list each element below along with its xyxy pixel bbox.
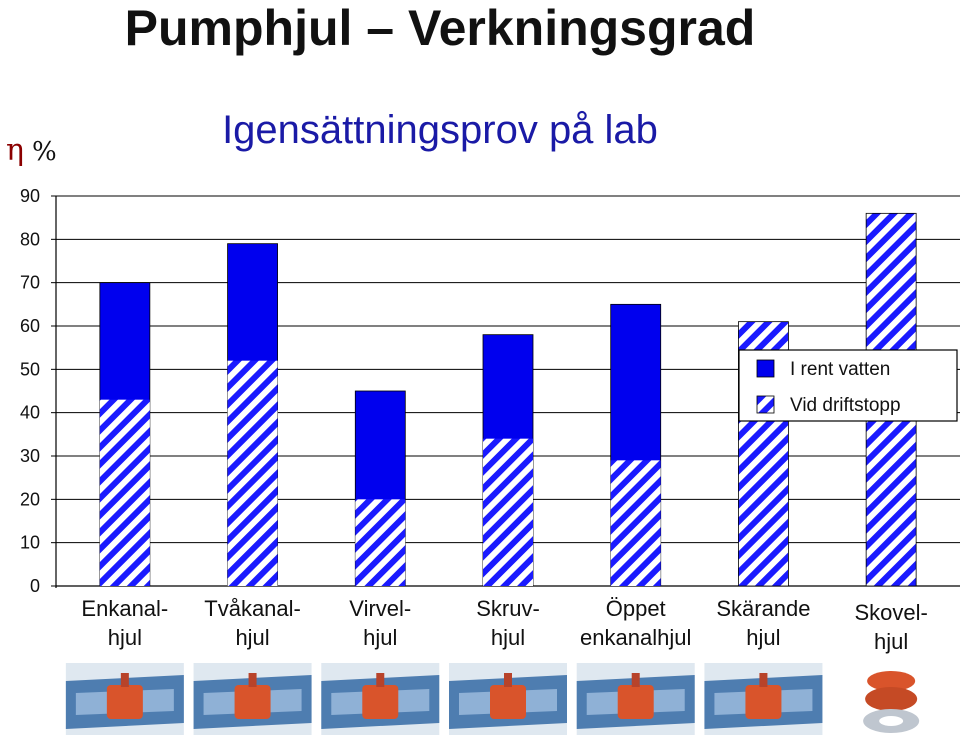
- category-label-3-line-1: hjul: [491, 625, 525, 650]
- oppet-enkanalhjul-impeller-icon-rotor: [617, 685, 654, 719]
- enkanalhjul-impeller-icon-shaft: [120, 673, 129, 687]
- virvelhjul-impeller-icon: [321, 663, 440, 735]
- skovelhjul-impeller-icon-top-disc: [867, 671, 916, 691]
- category-labels: Enkanal-hjul Tvåkanal-hjul Virvel-hjul Skru…: [81, 596, 927, 654]
- legend-box: [738, 349, 958, 422]
- bar-vid-driftstopp-0: [99, 399, 150, 586]
- skarande-hjul-impeller-icon-shaft: [759, 673, 768, 687]
- skovelhjul-impeller-icon-mid-disc: [865, 687, 918, 711]
- y-tick-label-30: 30: [20, 446, 40, 466]
- virvelhjul-impeller-icon-shaft: [376, 673, 385, 687]
- category-label-0-line-0: Enkanal-: [81, 596, 168, 621]
- page-title: Pumphjul – Verkningsgrad: [125, 0, 756, 56]
- enkanalhjul-impeller-icon: [65, 663, 184, 735]
- category-label-3-line-0: Skruv-: [476, 596, 540, 621]
- skarande-hjul-impeller-icon-rotor: [745, 685, 782, 719]
- oppet-enkanalhjul-impeller-icon-shaft: [631, 673, 640, 687]
- tvakanalhjul-impeller-icon: [193, 663, 312, 735]
- bar-vid-driftstopp-3: [483, 438, 533, 586]
- legend-label-rent-vatten: I rent vatten: [790, 359, 890, 380]
- y-tick-label-20: 20: [20, 489, 40, 509]
- category-label-0-line-1: hjul: [108, 625, 142, 650]
- category-label-6-line-1: hjul: [874, 629, 908, 654]
- y-tick-label-70: 70: [20, 273, 40, 293]
- legend-swatch-solid: [756, 359, 775, 378]
- category-label-1-line-0: Tvåkanal-: [204, 596, 301, 621]
- page-subtitle: Igensättningsprov på lab: [222, 108, 658, 152]
- y-axis-ticks: 0 10 20 30 40 50 60 70 80 90: [20, 186, 56, 596]
- legend-label-vid-driftstopp: Vid driftstopp: [790, 395, 901, 416]
- skovelhjul-impeller-icon: [863, 671, 920, 733]
- skarande-hjul-impeller-icon: [704, 663, 823, 735]
- category-label-5-line-1: hjul: [746, 625, 780, 650]
- enkanalhjul-impeller-icon-rotor: [106, 685, 143, 719]
- category-label-2-line-1: hjul: [363, 625, 397, 650]
- skruvhjul-impeller-icon-shaft: [504, 673, 512, 687]
- skruvhjul-impeller-icon: [449, 663, 567, 735]
- bar-vid-driftstopp-1: [227, 360, 278, 586]
- y-tick-label-10: 10: [20, 533, 40, 553]
- y-tick-label-50: 50: [20, 359, 40, 379]
- category-label-4-line-1: enkanalhjul: [580, 625, 691, 650]
- category-label-4-line-0: Öppet: [606, 596, 666, 621]
- tvakanalhjul-impeller-icon-rotor: [234, 685, 271, 719]
- y-tick-label-90: 90: [20, 186, 40, 206]
- oppet-enkanalhjul-impeller-icon: [576, 663, 695, 735]
- category-label-5-line-0: Skärande: [716, 596, 810, 621]
- legend: I rent vatten Vid driftstopp: [738, 349, 958, 422]
- skovelhjul-impeller-icon-base-hole: [879, 716, 904, 726]
- tvakanalhjul-impeller-icon-shaft: [248, 673, 257, 687]
- bar-vid-driftstopp-4: [610, 460, 661, 586]
- bars: [99, 212, 917, 587]
- virvelhjul-impeller-icon-rotor: [362, 685, 399, 719]
- y-tick-label-60: 60: [20, 316, 40, 336]
- skruvhjul-impeller-icon-rotor: [490, 685, 526, 719]
- category-label-2-line-0: Virvel-: [349, 596, 411, 621]
- y-axis-percent-symbol: %: [32, 137, 57, 167]
- category-label-6-line-0: Skovel-: [854, 600, 927, 625]
- y-tick-label-40: 40: [20, 403, 40, 423]
- y-tick-label-0: 0: [30, 576, 40, 596]
- legend-swatch-hatched: [756, 395, 775, 414]
- impeller-illustrations: [65, 663, 920, 735]
- y-tick-label-80: 80: [20, 229, 40, 249]
- bar-vid-driftstopp-2: [355, 499, 406, 586]
- category-label-1-line-1: hjul: [235, 625, 269, 650]
- y-axis-eta-symbol: η: [6, 133, 24, 168]
